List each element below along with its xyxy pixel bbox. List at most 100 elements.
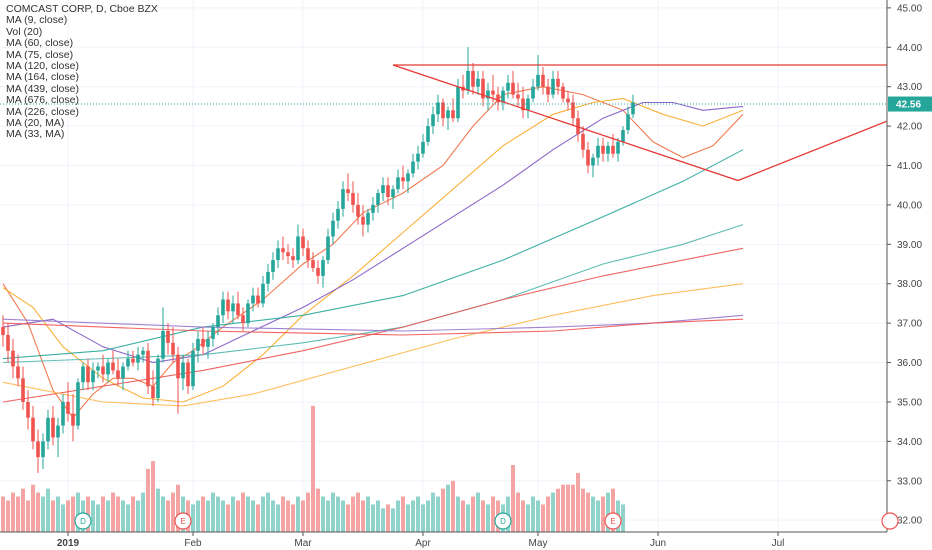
candle-body <box>36 441 40 458</box>
candle-body <box>76 382 80 426</box>
candle-body <box>371 204 375 213</box>
time-tick-label: Jun <box>650 538 666 549</box>
grid <box>0 0 887 532</box>
price-tick-label: 42.00 <box>897 122 922 133</box>
candle-body <box>1 327 5 335</box>
volume-bar <box>71 496 75 532</box>
candle-body <box>216 315 220 328</box>
volume-bar <box>426 500 430 532</box>
candle-body <box>291 256 295 261</box>
candle-body <box>126 358 130 367</box>
candle-body <box>541 74 545 87</box>
candle-body <box>206 338 210 347</box>
volume-bar <box>141 492 145 532</box>
candle-body <box>26 401 30 418</box>
candle-body <box>396 177 400 190</box>
volume-bar <box>336 496 340 532</box>
volume-bar <box>161 496 165 532</box>
volume-bar <box>471 496 475 532</box>
volume-bar <box>281 496 285 532</box>
candle-body <box>451 110 455 119</box>
candle-body <box>306 248 310 261</box>
candle-body <box>381 185 385 194</box>
volume-bar <box>516 492 520 532</box>
volume-bar <box>511 465 515 532</box>
volume-bar <box>311 405 315 532</box>
candle-body <box>471 70 475 87</box>
volume-bar <box>396 500 400 532</box>
volume-bar <box>126 504 130 532</box>
volume-bar <box>576 472 580 532</box>
volume-bar <box>351 496 355 532</box>
candle-body <box>166 331 170 343</box>
price-tick-label: 41.00 <box>897 161 922 172</box>
volume-bar <box>211 492 215 532</box>
ma-line-ma75-1 <box>2 97 744 403</box>
candle-body <box>586 149 590 166</box>
volume-bar <box>326 500 330 532</box>
time-tick-label: Feb <box>184 538 202 549</box>
volume-bar <box>201 496 205 532</box>
upcoming-event-marker[interactable] <box>881 512 899 530</box>
price-tick-label: 43.00 <box>897 82 922 93</box>
price-tick-label: 34.00 <box>897 437 922 448</box>
price-tick-label: 36.00 <box>897 358 922 369</box>
volume-bar <box>561 484 565 532</box>
volume-bar <box>606 492 610 532</box>
last-price-label: 42.56 <box>896 100 921 111</box>
candle-body <box>576 118 580 134</box>
candle-body <box>271 260 275 272</box>
candle-body <box>571 102 575 119</box>
candle-body <box>86 366 90 383</box>
candle-body <box>146 350 150 387</box>
candle-body <box>361 216 365 225</box>
volume-bar <box>431 492 435 532</box>
candle-body <box>596 145 600 158</box>
volume-bar <box>331 492 335 532</box>
volume-bar <box>151 461 155 532</box>
price-tick-label: 39.00 <box>897 240 922 251</box>
candle-body <box>256 295 260 304</box>
candle-body <box>531 86 535 99</box>
earnings-marker[interactable] <box>174 512 192 530</box>
candle-body <box>301 236 305 249</box>
volume-bar <box>401 496 405 532</box>
candle-body <box>111 362 115 371</box>
candle-body <box>61 401 65 426</box>
volume-bars <box>1 405 625 532</box>
candle-body <box>151 386 155 399</box>
candlesticks <box>1 47 635 473</box>
price-axis-bg <box>887 0 932 550</box>
earnings-marker[interactable] <box>604 512 622 530</box>
candle-body <box>221 299 225 316</box>
dividend-marker[interactable] <box>494 512 512 530</box>
volume-bar <box>581 488 585 532</box>
volume-bar <box>391 508 395 532</box>
candle-body <box>21 378 25 402</box>
volume-bar <box>586 492 590 532</box>
volume-bar <box>456 496 460 532</box>
candle-body <box>136 354 140 363</box>
volume-bar <box>591 496 595 532</box>
volume-bar <box>136 500 140 532</box>
candle-body <box>621 130 625 142</box>
candle-body <box>171 342 175 355</box>
candle-body <box>446 110 450 119</box>
candle-body <box>236 303 240 316</box>
volume-bar <box>191 504 195 532</box>
volume-bar <box>266 492 270 532</box>
candle-body <box>156 358 160 399</box>
candle-body <box>616 141 620 154</box>
candle-body <box>266 271 270 284</box>
volume-bar <box>376 500 380 532</box>
candle-body <box>606 145 610 154</box>
volume-bar <box>36 492 40 532</box>
candle-body <box>241 315 245 324</box>
candle-body <box>231 303 235 312</box>
candle-body <box>546 86 550 95</box>
dividend-marker[interactable] <box>74 512 92 530</box>
candle-body <box>411 161 415 174</box>
candle-body <box>591 157 595 166</box>
